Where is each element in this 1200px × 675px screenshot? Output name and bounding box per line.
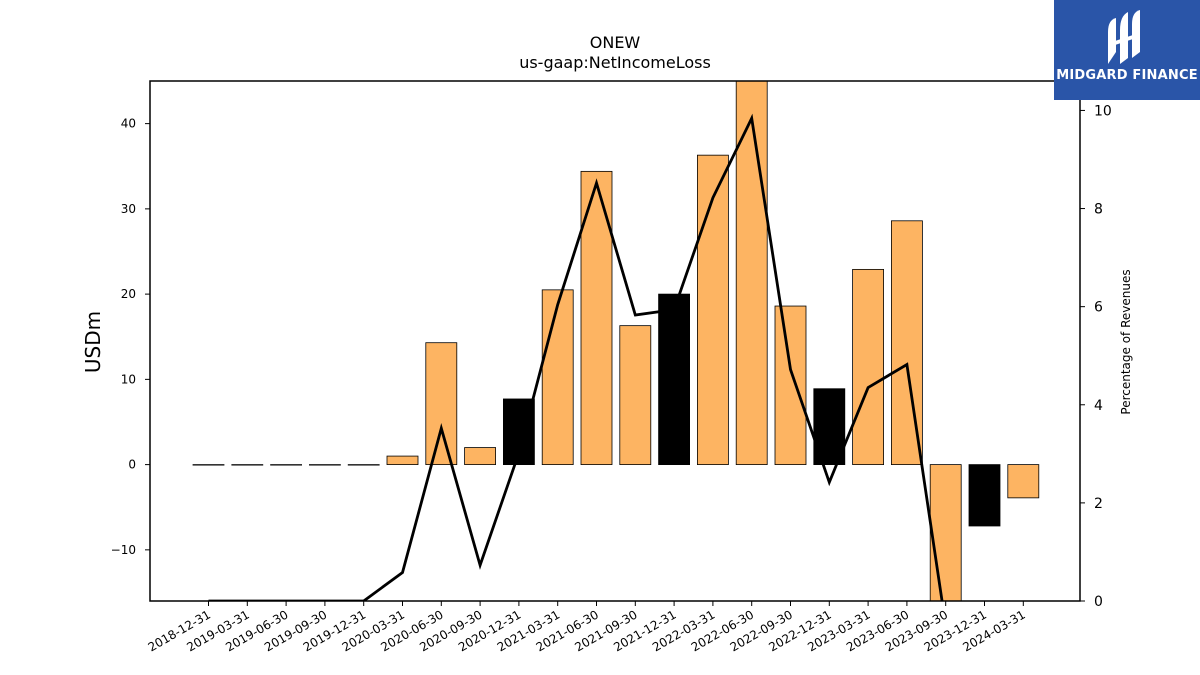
bar-2021-09-30 (619, 325, 652, 466)
bar-2020-09-30 (464, 447, 497, 466)
bar-2019-09-30 (308, 464, 341, 466)
x-ticks: 2018-12-312019-03-312019-06-302019-09-30… (146, 601, 1028, 654)
midgard-logo-icon (1108, 10, 1140, 64)
bar-2018-12-31 (192, 464, 225, 466)
chart-title: ONEW (590, 33, 641, 52)
bar-2020-03-31 (386, 455, 419, 466)
y-tick-label: 30 (121, 202, 136, 216)
bar-2022-03-31 (697, 154, 729, 466)
y-tick-label: 20 (121, 287, 136, 301)
y2-tick-label: 4 (1094, 398, 1103, 414)
y2-tick-label: 0 (1094, 594, 1103, 610)
y-tick-label: 0 (128, 458, 136, 472)
bar-2021-12-31 (658, 293, 690, 466)
bar-2019-03-31 (231, 464, 264, 466)
chart-subtitle: us-gaap:NetIncomeLoss (519, 53, 711, 72)
bar-2022-09-30 (774, 305, 807, 466)
y-tick-label: 10 (121, 372, 136, 386)
bar-2023-06-30 (891, 220, 923, 466)
y-axis-label: USDm (81, 311, 105, 373)
bar-2019-06-30 (270, 464, 303, 466)
percentage-line (208, 113, 944, 601)
y-tick-label: 40 (121, 117, 136, 131)
y2-axis-label: Percentage of Revenues (1119, 269, 1133, 414)
bar-2023-09-30 (929, 464, 962, 602)
bar-2020-06-30 (425, 342, 458, 466)
axes (149, 80, 1081, 602)
midgard-finance-logo: MIDGARD FINANCE (1054, 0, 1200, 100)
bar-2024-03-31 (1007, 464, 1040, 499)
line-series (208, 113, 944, 601)
plot-frame (149, 80, 1081, 602)
y2-ticks: 0 2 4 6 8 10 (1080, 103, 1112, 610)
bar-2022-06-30 (735, 80, 768, 466)
y2-tick-label: 8 (1094, 202, 1103, 218)
bar-series (192, 80, 1040, 602)
y2-tick-label: 2 (1094, 496, 1103, 512)
y2-tick-label: 6 (1094, 300, 1103, 316)
y-tick-label: −10 (111, 543, 136, 557)
y-ticks: −10 0 10 20 30 40 (111, 117, 150, 557)
bar-2023-03-31 (852, 268, 884, 466)
bar-2019-12-31 (347, 464, 380, 466)
logo-text: MIDGARD FINANCE (1056, 68, 1198, 83)
bar-2023-12-31 (968, 464, 1001, 527)
y2-tick-label: 10 (1094, 103, 1112, 119)
bar-2021-03-31 (541, 289, 574, 466)
